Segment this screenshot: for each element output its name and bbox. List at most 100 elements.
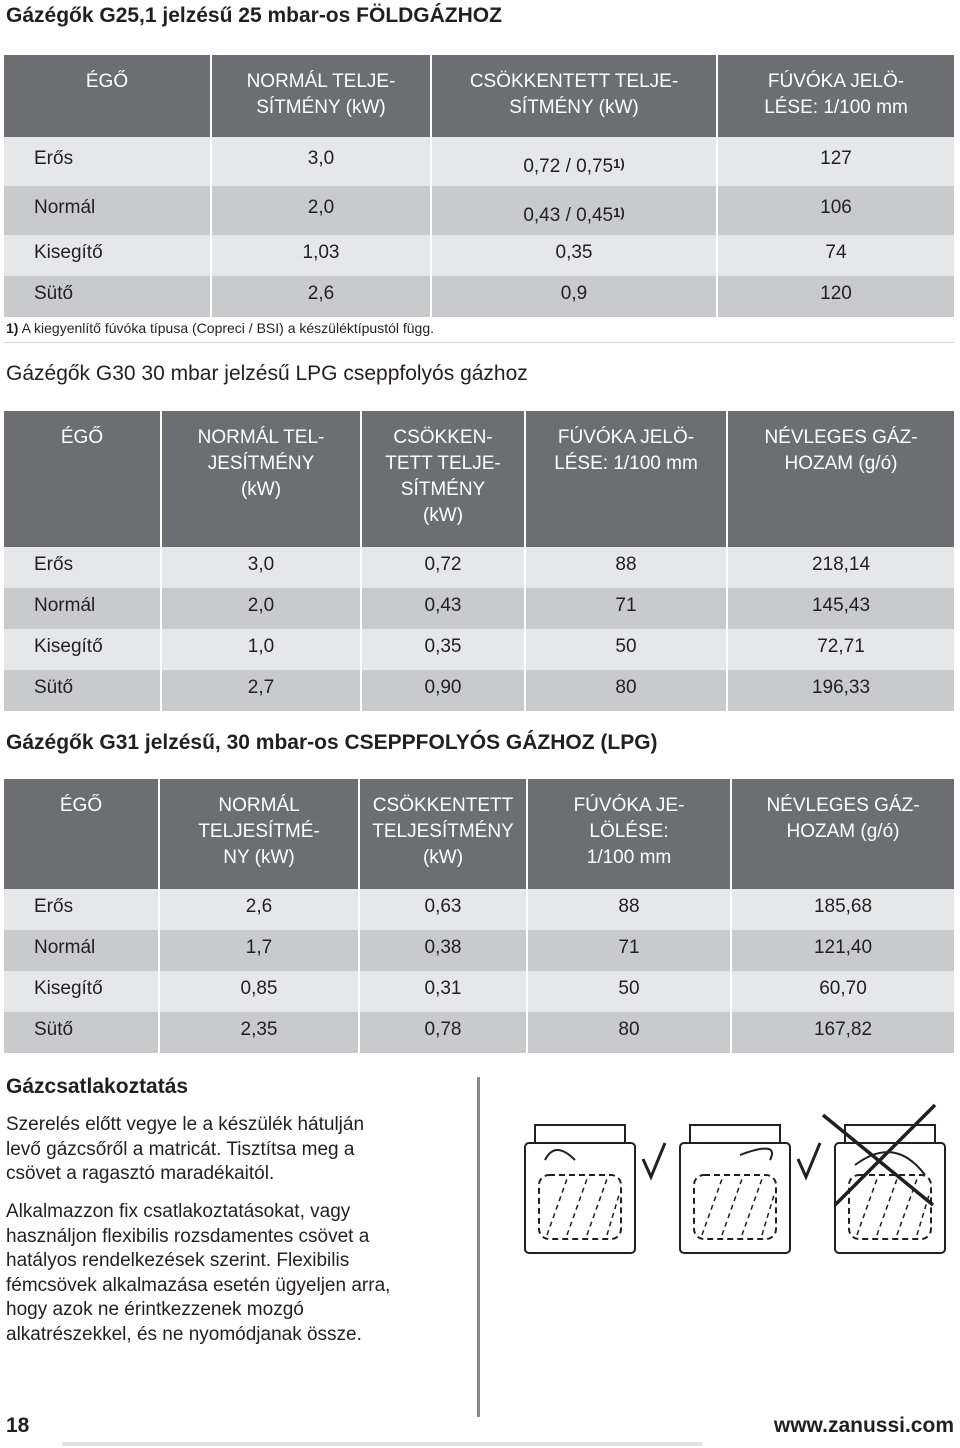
- table-cell: Sütő: [4, 276, 210, 317]
- table-cell: Sütő: [4, 670, 160, 711]
- header-cell: FÚVÓKA JE- LÖLÉSE: 1/100 mm: [528, 779, 730, 889]
- table-cell: 80: [526, 670, 726, 711]
- header-text: NÉVLEGES GÁZ-: [766, 795, 920, 816]
- header-text: NY (kW): [223, 847, 295, 868]
- paragraph-line: alkatrészekkel, és ne nyomódjanak össze.: [6, 1323, 362, 1345]
- header-text: HOZAM (g/ó): [784, 453, 898, 474]
- table-cell: 121,40: [732, 930, 954, 971]
- diagram-ok-2: [679, 1124, 822, 1254]
- header-text: NORMÁL TEL-: [197, 427, 325, 448]
- table-cell: 0,78: [360, 1012, 526, 1053]
- table-cell: 0,35: [362, 629, 524, 670]
- header-cell: NORMÁL TELJESÍTMÉ- NY (kW): [160, 779, 358, 889]
- header-text: TELJESÍTMÉNY: [372, 821, 514, 842]
- table-cell: 2,0: [162, 588, 360, 629]
- table-cell: 1,03: [212, 235, 430, 276]
- header-cell: FÚVÓKA JELÖ- LÉSE: 1/100 mm: [526, 411, 726, 547]
- footnote-marker: 1): [6, 320, 19, 336]
- table-cell: 2,6: [212, 276, 430, 317]
- header-text: ÉGŐ: [60, 427, 104, 448]
- header-cell: ÉGŐ: [4, 55, 210, 137]
- paragraph: Szerelés előtt vegye le a készülék hátul…: [6, 1113, 364, 1187]
- table-cell: Kisegítő: [4, 971, 158, 1012]
- divider: [477, 1077, 480, 1417]
- section-heading: Gázcsatlakoztatás: [6, 1075, 189, 1098]
- table-cell: 88: [528, 889, 730, 930]
- table-cell: 1,7: [160, 930, 358, 971]
- table-cell: Kisegítő: [4, 629, 160, 670]
- paragraph-line: levő gázcsőről a matricát. Tisztítsa meg…: [6, 1138, 355, 1160]
- table-cell: 2,7: [162, 670, 360, 711]
- table-cell: 3,0: [212, 137, 430, 186]
- header-cell: ÉGŐ: [4, 779, 158, 889]
- diagram-wrong: [821, 1103, 946, 1254]
- header-text: LÖLÉSE:: [589, 821, 669, 842]
- table-cell: 196,33: [728, 670, 954, 711]
- header-text: HOZAM (g/ó): [786, 821, 900, 842]
- header-text: TELJESÍTMÉ-: [198, 821, 320, 842]
- table-cell: 71: [526, 588, 726, 629]
- table-cell: Kisegítő: [4, 235, 210, 276]
- table-cell: Normál: [4, 588, 160, 629]
- table-cell: 0,43: [362, 588, 524, 629]
- table-cell: 0,85: [160, 971, 358, 1012]
- table-cell: 1,0: [162, 629, 360, 670]
- header-cell: FÚVÓKA JELÖ- LÉSE: 1/100 mm: [718, 55, 954, 137]
- header-text: TETT TELJE-: [385, 453, 501, 474]
- header-text: LÉSE: 1/100 mm: [764, 97, 908, 118]
- paragraph-line: csövet a ragasztó maradékaitól.: [6, 1163, 275, 1184]
- header-text: SÍTMÉNY (kW): [509, 97, 639, 118]
- paragraph-line: használjon flexibilis rozsdamentes csöve…: [6, 1225, 370, 1247]
- table-cell: 185,68: [732, 889, 954, 930]
- table-cell: Erős: [4, 137, 210, 186]
- paragraph-line: Alkalmazzon fix csatlakoztatásokat, vagy: [6, 1201, 351, 1222]
- table-cell: 50: [528, 971, 730, 1012]
- page-number: 18: [6, 1414, 30, 1437]
- table-cell: Normál: [4, 186, 210, 235]
- paragraph-line: hogy azok ne érintkezzenek mozgó: [6, 1299, 304, 1320]
- header-cell: NORMÁL TEL- JESÍTMÉNY (kW): [162, 411, 360, 547]
- table-cell: 167,82: [732, 1012, 954, 1053]
- table-cell: 72,71: [728, 629, 954, 670]
- table-cell: 50: [526, 629, 726, 670]
- table-cell: 88: [526, 547, 726, 588]
- table-cell: 0,63: [360, 889, 526, 930]
- header-text: NORMÁL TELJE-: [246, 71, 396, 92]
- section-title: Gázégők G30 30 mbar jelzésű LPG cseppfol…: [6, 362, 528, 385]
- cell-text: 0,43 / 0,45: [523, 204, 614, 226]
- header-text: LÉSE: 1/100 mm: [554, 453, 698, 474]
- header-cell: NÉVLEGES GÁZ- HOZAM (g/ó): [728, 411, 954, 547]
- table-cell: 218,14: [728, 547, 954, 588]
- website: www.zanussi.com: [773, 1414, 954, 1437]
- header-cell: NÉVLEGES GÁZ- HOZAM (g/ó): [732, 779, 954, 889]
- header-cell: NORMÁL TELJE- SÍTMÉNY (kW): [212, 55, 430, 137]
- table-cell: 0,72 / 0,75 1): [432, 137, 716, 186]
- paragraph-line: fémcsövek alkalmazása esetén ügyeljen ar…: [6, 1274, 391, 1296]
- paragraph-line: Szerelés előtt vegye le a készülék hátul…: [6, 1114, 365, 1135]
- table-cell: 60,70: [732, 971, 954, 1012]
- table-cell: 0,90: [362, 670, 524, 711]
- table-cell: 71: [528, 930, 730, 971]
- table-cell: 0,43 / 0,45 1): [432, 186, 716, 235]
- header-text: SÍTMÉNY: [400, 479, 486, 500]
- section-title: Gázégők G31 jelzésű, 30 mbar-os CSEPPFOL…: [6, 731, 658, 754]
- table-cell: Sütő: [4, 1012, 158, 1053]
- table-cell: 2,0: [212, 186, 430, 235]
- table-cell: 0,31: [360, 971, 526, 1012]
- table-cell: Normál: [4, 930, 158, 971]
- gas-connection-illustration: [524, 1103, 946, 1254]
- header-text: CSÖKKENTETT: [372, 795, 514, 816]
- diagram-ok-1: [524, 1124, 667, 1254]
- paragraph-line: hatályos rendelkezések szerint. Flexibil…: [6, 1250, 350, 1271]
- cell-text: 0,72 / 0,75: [523, 155, 614, 177]
- header-text: CSÖKKENTETT TELJE-: [469, 71, 679, 92]
- header-text: NORMÁL: [218, 795, 300, 816]
- table-cell: 0,9: [432, 276, 716, 317]
- table-cell: 127: [718, 137, 954, 186]
- table-cell: 80: [528, 1012, 730, 1053]
- header-text: FÚVÓKA JELÖ-: [557, 427, 695, 448]
- table-cell: Erős: [4, 889, 158, 930]
- footnote-text: A kiegyenlítő fúvóka típusa (Copreci / B…: [21, 320, 435, 336]
- header-text: FÚVÓKA JE-: [573, 795, 685, 816]
